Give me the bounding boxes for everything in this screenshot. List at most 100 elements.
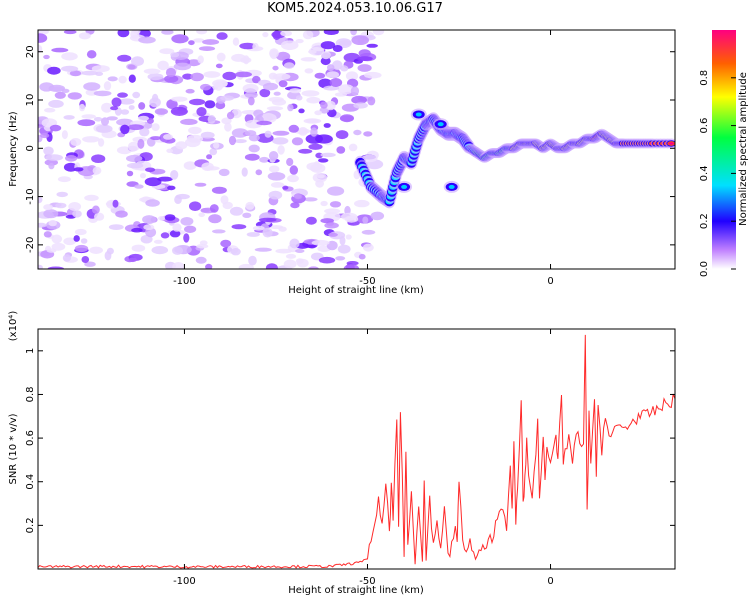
noise-blob bbox=[61, 130, 68, 140]
noise-blob bbox=[238, 263, 254, 269]
noise-blob bbox=[120, 124, 130, 135]
heatmap-xtick-label: -50 bbox=[359, 276, 375, 287]
noise-blob bbox=[126, 154, 143, 163]
noise-blob bbox=[320, 101, 328, 109]
noise-blob bbox=[72, 210, 82, 218]
noise-blob bbox=[241, 167, 248, 177]
noise-blob bbox=[308, 143, 323, 150]
noise-blob bbox=[221, 117, 232, 125]
noise-blob bbox=[364, 71, 382, 79]
noise-blob bbox=[278, 226, 287, 232]
noise-blob bbox=[106, 247, 114, 255]
noise-blob bbox=[163, 75, 179, 83]
noise-blob bbox=[328, 232, 338, 237]
noise-blob bbox=[244, 91, 258, 99]
noise-blob bbox=[93, 90, 112, 97]
noise-blob bbox=[215, 63, 223, 69]
noise-blob bbox=[324, 222, 339, 229]
noise-blob bbox=[80, 238, 88, 244]
noise-blob bbox=[244, 130, 257, 137]
noise-blob bbox=[150, 136, 162, 141]
noise-blob bbox=[94, 212, 105, 221]
noise-blob bbox=[267, 172, 286, 181]
snr-multiplier: (x10⁴) bbox=[8, 311, 19, 342]
noise-blob bbox=[348, 143, 358, 152]
noise-blob bbox=[161, 30, 174, 35]
noise-blob bbox=[101, 102, 113, 113]
noise-blob bbox=[321, 51, 331, 60]
noise-blob bbox=[169, 230, 181, 238]
noise-blob bbox=[248, 255, 257, 266]
noise-blob bbox=[305, 216, 317, 225]
noise-blob bbox=[51, 234, 63, 244]
noise-blob bbox=[89, 246, 103, 254]
noise-blob bbox=[139, 127, 150, 137]
heatmap-xtick-label: -100 bbox=[173, 276, 196, 287]
noise-blob bbox=[351, 95, 367, 105]
noise-blob bbox=[327, 186, 345, 196]
snr-ytick-label: 0.6 bbox=[25, 430, 36, 446]
noise-blob bbox=[115, 210, 128, 218]
noise-blob bbox=[170, 52, 180, 58]
heatmap-x-ticks: -100 -50 0 bbox=[173, 30, 554, 287]
snr-series-line bbox=[38, 334, 675, 569]
noise-blob bbox=[344, 215, 359, 223]
noise-blob bbox=[239, 42, 256, 50]
noise-blob bbox=[335, 256, 346, 261]
noise-blob bbox=[284, 62, 295, 69]
noise-blob bbox=[117, 54, 132, 62]
noise-blob bbox=[203, 71, 221, 78]
side-blob-core bbox=[415, 112, 422, 117]
noise-blob bbox=[166, 148, 174, 153]
noise-blob bbox=[232, 37, 240, 46]
noise-blob bbox=[84, 261, 96, 267]
noise-blob bbox=[268, 72, 278, 80]
noise-blob bbox=[38, 33, 48, 43]
noise-blob bbox=[185, 88, 195, 94]
noise-blob bbox=[337, 84, 355, 95]
noise-blob bbox=[146, 117, 154, 124]
noise-blob bbox=[77, 119, 96, 127]
noise-blob bbox=[370, 211, 385, 221]
noise-blob bbox=[325, 100, 336, 111]
noise-blob bbox=[254, 247, 272, 252]
noise-blob bbox=[276, 51, 291, 61]
noise-blob bbox=[196, 30, 208, 35]
noise-blob bbox=[171, 96, 188, 102]
noise-blob bbox=[48, 219, 57, 227]
noise-blob bbox=[268, 151, 279, 161]
noise-blob bbox=[128, 141, 140, 152]
noise-blob bbox=[196, 107, 207, 117]
noise-blob bbox=[172, 223, 182, 232]
noise-blob bbox=[248, 144, 260, 153]
heatmap-y-label: Frequency (Hz) bbox=[8, 111, 19, 187]
noise-blob bbox=[128, 257, 137, 263]
heatmap-ytick-label: 0 bbox=[25, 145, 36, 151]
noise-blob bbox=[231, 53, 247, 62]
noise-blob bbox=[144, 177, 162, 187]
noise-blob bbox=[230, 248, 241, 256]
noise-blob bbox=[93, 117, 103, 122]
noise-blob bbox=[149, 97, 161, 108]
noise-blob bbox=[337, 244, 351, 254]
noise-blob bbox=[153, 239, 163, 244]
noise-blob bbox=[320, 57, 331, 66]
noise-blob bbox=[326, 71, 340, 78]
noise-blob bbox=[171, 34, 189, 44]
noise-blob bbox=[253, 109, 264, 118]
colorbar-tick-label: 0.2 bbox=[699, 213, 710, 229]
noise-blob bbox=[167, 185, 176, 191]
noise-blob bbox=[340, 65, 349, 72]
noise-blob bbox=[338, 40, 352, 46]
noise-blob bbox=[180, 217, 194, 226]
noise-blob bbox=[287, 103, 294, 112]
noise-blob bbox=[277, 145, 285, 155]
noise-blob bbox=[242, 212, 252, 218]
noise-blob bbox=[95, 124, 113, 133]
noise-blob bbox=[255, 169, 263, 176]
noise-blob bbox=[199, 137, 215, 142]
noise-blob bbox=[320, 152, 336, 158]
noise-blob bbox=[137, 115, 149, 121]
noise-blob bbox=[366, 43, 379, 48]
